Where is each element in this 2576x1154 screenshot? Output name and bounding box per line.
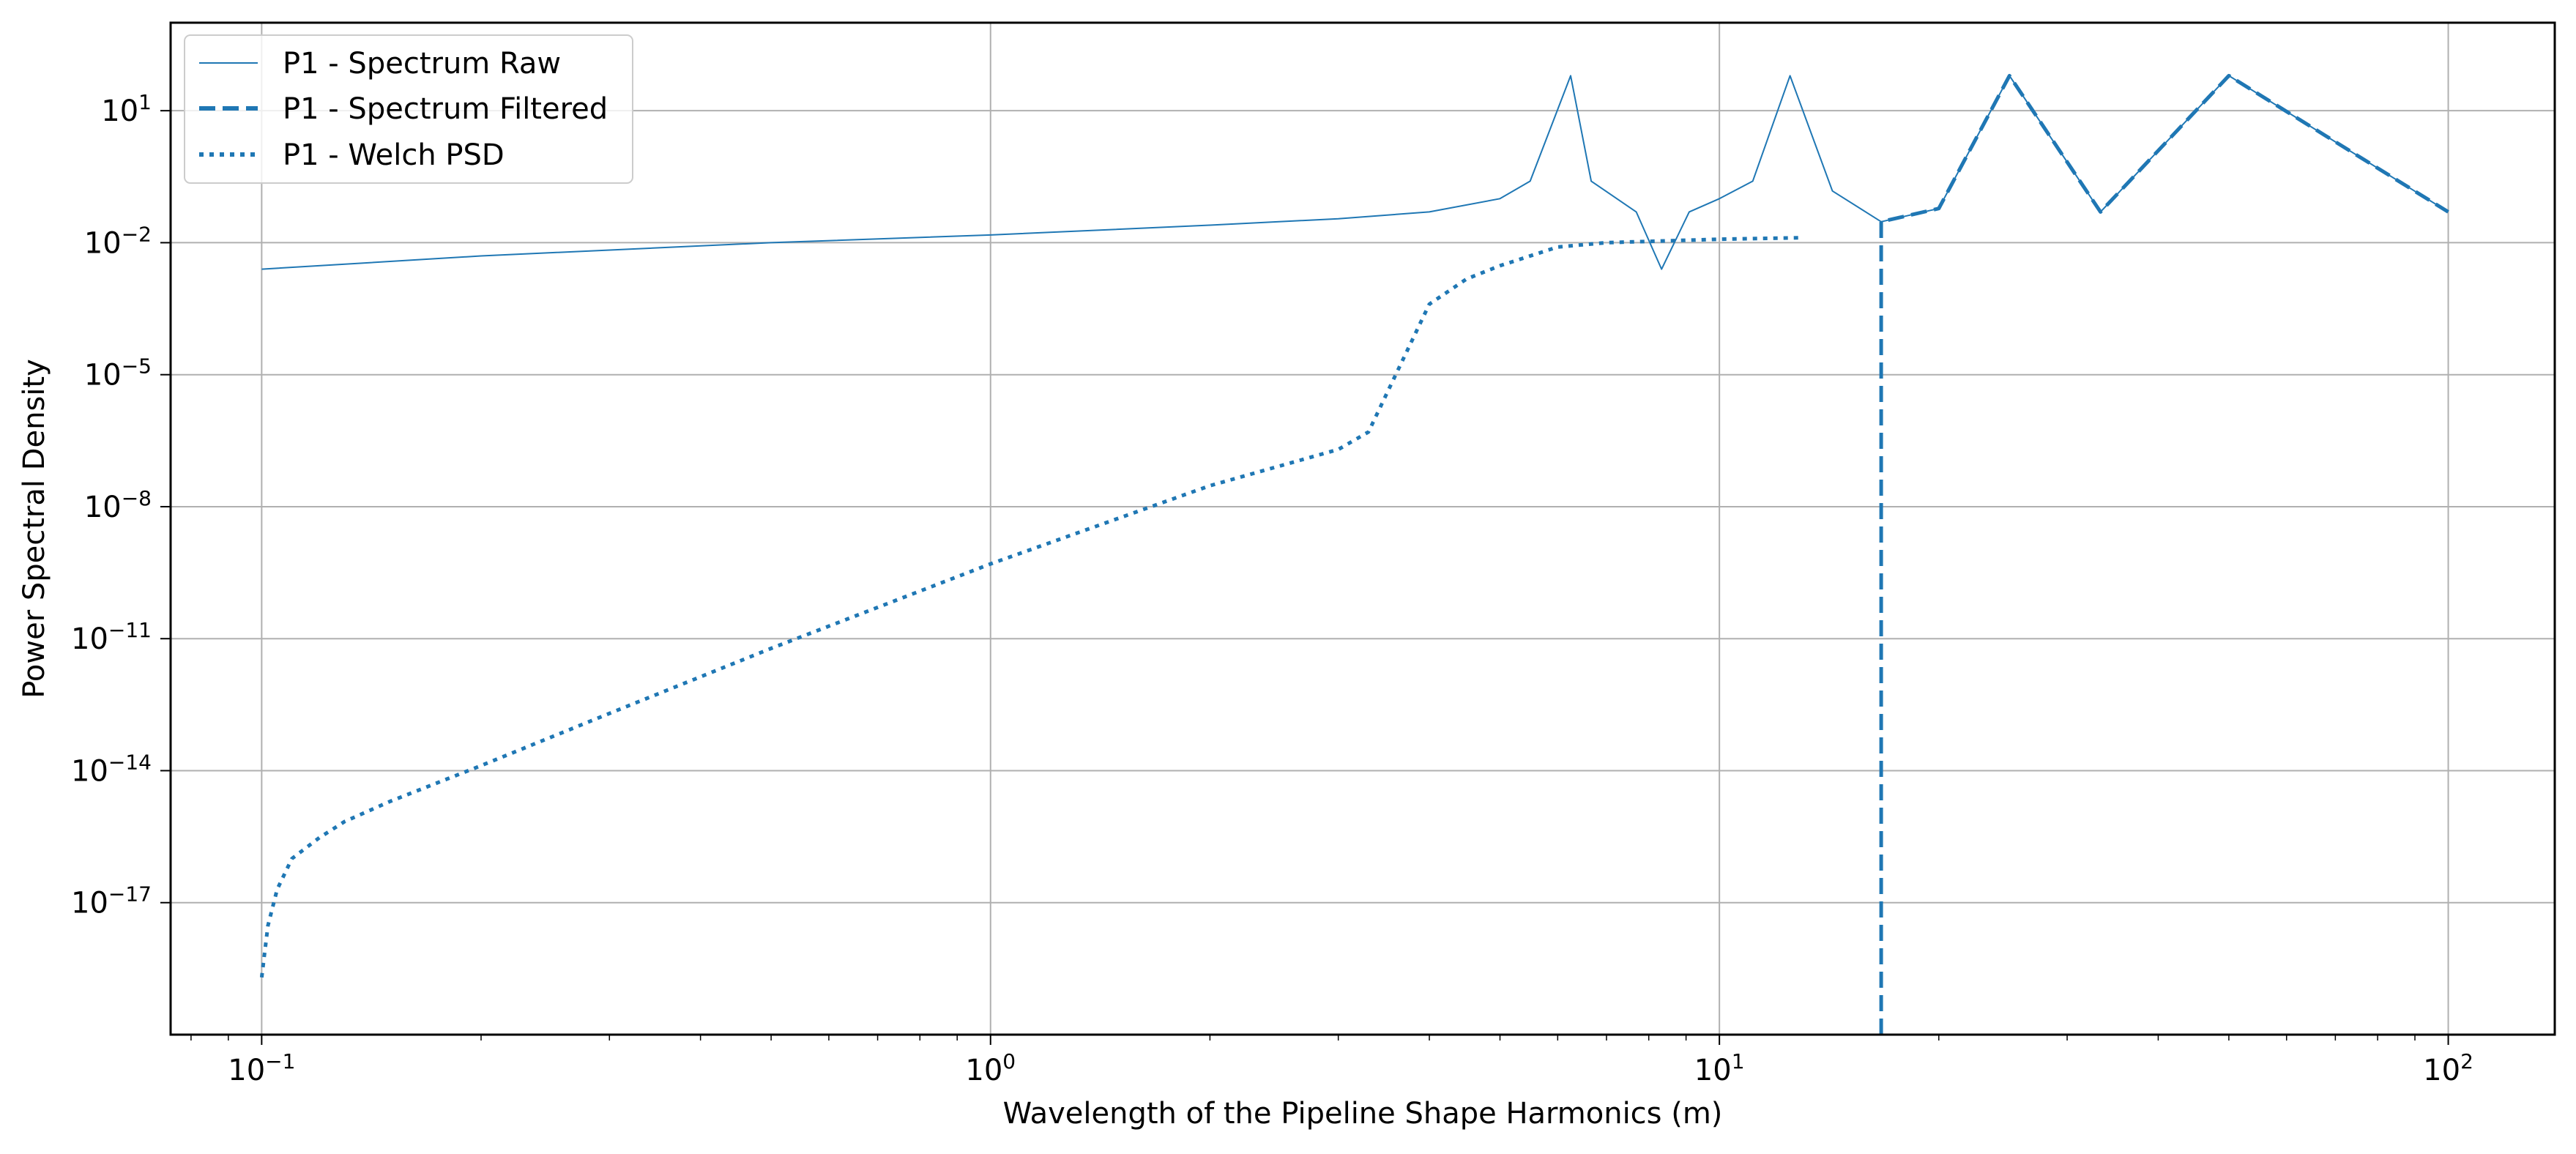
y-tick-label: 10−2 [84, 222, 152, 260]
y-axis-label: Power Spectral Density [18, 359, 51, 699]
series-lines [259, 73, 2449, 1035]
y-tick-label: 10−17 [71, 882, 152, 920]
x-tick-label: 102 [2423, 1049, 2473, 1087]
series-line-spectrum-filtered [1879, 73, 2449, 1035]
series-line-welch-psd [259, 236, 1803, 978]
plot-frame [169, 21, 2556, 1036]
y-tick-label: 10−14 [71, 750, 152, 788]
y-tick-label: 10−8 [84, 486, 152, 524]
y-tick-label: 10−5 [84, 354, 152, 392]
x-axis-label: Wavelength of the Pipeline Shape Harmoni… [1003, 1097, 1723, 1131]
x-tick-label: 100 [965, 1049, 1016, 1087]
legend-label-welch: P1 - Welch PSD [283, 138, 505, 172]
y-tick-label: 101 [101, 90, 152, 128]
legend: P1 - Spectrum Raw P1 - Spectrum Filtered… [184, 34, 633, 184]
plot-area [171, 23, 2555, 1035]
y-tick-label: 10−11 [71, 618, 152, 656]
x-tick-label: 10−1 [228, 1049, 295, 1087]
legend-label-filtered: P1 - Spectrum Filtered [283, 92, 608, 126]
legend-label-raw: P1 - Spectrum Raw [283, 47, 561, 81]
grid-lines [171, 23, 2555, 1035]
axis-ticks: 10−1 100 101 102 10−17 10−14 10−11 10−8 10−5 10−2… [71, 90, 2473, 1087]
x-tick-label: 101 [1694, 1049, 1745, 1087]
legend-box [184, 34, 633, 184]
